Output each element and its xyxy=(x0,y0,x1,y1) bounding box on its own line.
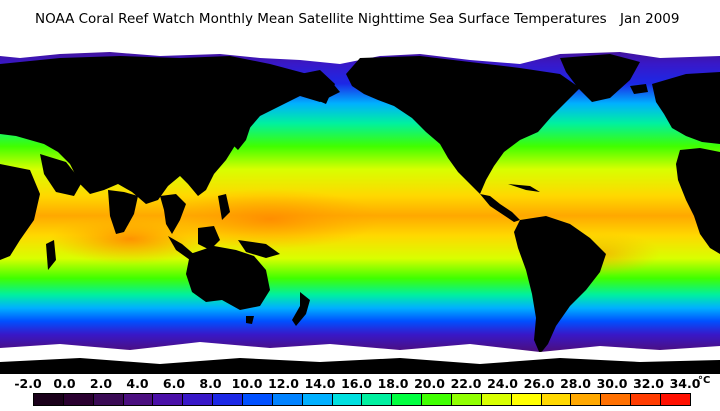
colorbar-swatch xyxy=(571,394,602,405)
colorbar-tick-labels: -2.0 0.0 2.0 4.0 6.0 8.0 10.0 12.0 14.0 16.0 18.0 2… xyxy=(0,376,720,392)
europe xyxy=(652,72,720,144)
colorbar-swatch xyxy=(332,394,363,405)
australia xyxy=(186,246,270,310)
colorbar-swatch xyxy=(631,394,662,405)
arctic-ice xyxy=(0,44,720,64)
kamchatka xyxy=(300,70,335,104)
colorbar-swatch xyxy=(661,394,690,405)
colorbar-swatch xyxy=(183,394,214,405)
colorbar-tick-label: 30.0 xyxy=(596,376,628,391)
colorbar-tick-label: 2.0 xyxy=(89,376,113,391)
colorbar-tick-label: 6.0 xyxy=(162,376,186,391)
colorbar-tick-label: 4.0 xyxy=(126,376,149,391)
colorbar-tick-label: 24.0 xyxy=(487,376,518,391)
colorbar-swatch xyxy=(541,394,572,405)
colorbar-tick-label: 28.0 xyxy=(560,376,591,391)
colorbar-swatch xyxy=(123,394,154,405)
north-america xyxy=(346,56,580,194)
colorbar-tick-label: 8.0 xyxy=(199,376,222,391)
colorbar-tick-label: -2.0 xyxy=(14,376,42,391)
greenland xyxy=(560,54,640,102)
colorbar-swatch xyxy=(34,394,64,405)
sumatra xyxy=(168,236,196,260)
india xyxy=(108,190,138,234)
colorbar-swatch xyxy=(362,394,393,405)
colorbar-tick-label: 12.0 xyxy=(268,376,299,391)
title-text: NOAA Coral Reef Watch Monthly Mean Satel… xyxy=(35,11,607,27)
arabia xyxy=(40,154,82,196)
colorbar-swatch xyxy=(63,394,94,405)
borneo xyxy=(198,226,220,250)
colorbar-tick-label: 22.0 xyxy=(450,376,482,391)
colorbar-swatch xyxy=(213,394,244,405)
new-zealand xyxy=(292,292,310,326)
map-title: NOAA Coral Reef Watch Monthly Mean Satel… xyxy=(0,11,720,33)
colorbar-tick-label: 16.0 xyxy=(341,376,372,391)
colorbar-swatch xyxy=(243,394,273,405)
colorbar-unit: °C xyxy=(698,375,711,386)
colorbar-tick-label: 26.0 xyxy=(523,376,555,391)
colorbar-tick-label: 14.0 xyxy=(304,376,336,391)
colorbar-tick-label: 0.0 xyxy=(53,376,76,391)
title-date: Jan 2009 xyxy=(620,11,680,27)
colorbar-swatch xyxy=(422,394,453,405)
iceland xyxy=(630,84,648,94)
cuba xyxy=(508,184,540,192)
africa-east xyxy=(0,164,40,260)
colorbar-tick-label: 10.0 xyxy=(231,376,263,391)
colorbar-swatch xyxy=(153,394,184,405)
colorbar-tick-label: 18.0 xyxy=(377,376,409,391)
colorbar-tick-label: 20.0 xyxy=(414,376,445,391)
colorbar-swatch xyxy=(452,394,482,405)
colorbar-swatch xyxy=(392,394,423,405)
colorbar-swatch xyxy=(481,394,512,405)
colorbar-swatch xyxy=(93,394,124,405)
south-america xyxy=(514,216,606,354)
global-sst-map xyxy=(0,44,720,374)
central-america xyxy=(480,194,520,222)
africa-west xyxy=(676,148,720,254)
se-asia xyxy=(160,194,186,234)
colorbar-tick-label: 34.0 xyxy=(669,376,701,391)
antarctica xyxy=(0,358,720,374)
asia-landmass xyxy=(0,56,340,204)
madagascar xyxy=(46,240,56,270)
colorbar-swatch xyxy=(302,394,333,405)
colorbar-swatch xyxy=(601,394,632,405)
colorbar xyxy=(33,393,691,406)
colorbar-swatch xyxy=(511,394,542,405)
japan xyxy=(232,108,252,150)
new-guinea xyxy=(238,240,280,258)
philippines xyxy=(218,194,230,220)
colorbar-swatch xyxy=(272,394,303,405)
tasmania xyxy=(246,316,254,324)
colorbar-tick-label: 32.0 xyxy=(633,376,664,391)
